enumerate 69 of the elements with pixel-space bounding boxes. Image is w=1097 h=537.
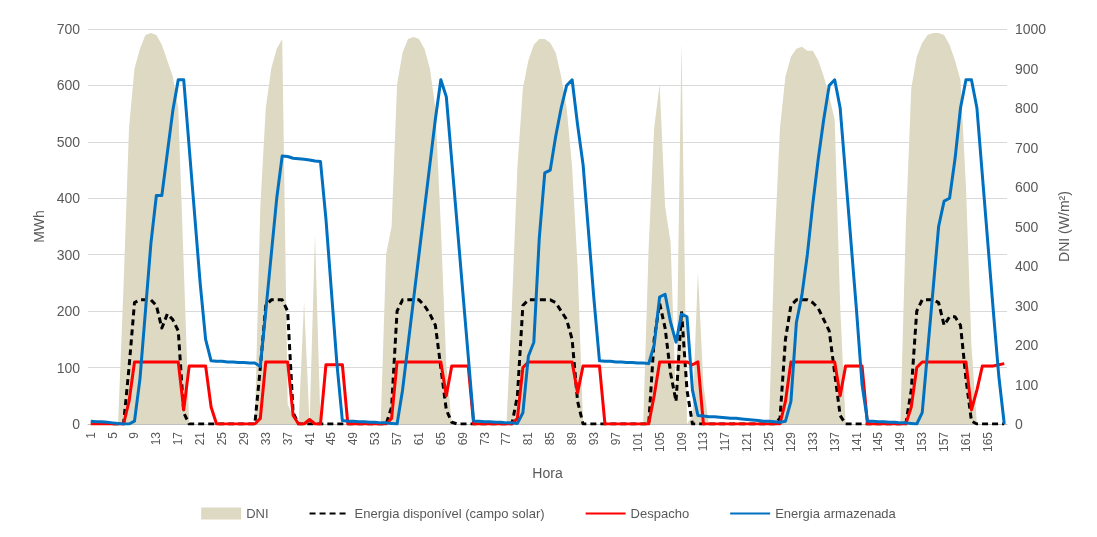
x-tick-label: 89 — [565, 431, 580, 446]
x-tick-label: 137 — [827, 431, 842, 453]
x-tick-label: 157 — [937, 431, 952, 453]
legend-label: Despacho — [630, 506, 690, 521]
y2-tick-label: 300 — [1015, 297, 1039, 314]
x-tick-label: 69 — [455, 431, 470, 446]
x-tick-label: 133 — [805, 431, 820, 453]
y2-tick-label: 700 — [1015, 139, 1039, 156]
x-tick-label: 45 — [324, 431, 339, 446]
legend-label: Energia armazenada — [775, 506, 897, 521]
x-axis-title: Hora — [532, 465, 563, 481]
x-tick-label: 65 — [433, 431, 448, 446]
y2-tick-label: 0 — [1015, 416, 1023, 432]
y-tick-label: 200 — [56, 303, 81, 320]
x-tick-label: 77 — [499, 431, 514, 446]
x-tick-label: 145 — [871, 431, 886, 453]
x-tick-label: 153 — [915, 431, 930, 453]
y-tick-label: 300 — [56, 246, 81, 263]
x-tick-label: 37 — [280, 431, 295, 446]
x-tick-label: 41 — [302, 431, 317, 446]
y2-tick-label: 800 — [1015, 100, 1039, 116]
x-tick-label: 33 — [258, 431, 273, 446]
x-tick-label: 101 — [630, 431, 645, 453]
y-tick-label: 500 — [56, 133, 81, 150]
legend-label: DNI — [246, 506, 269, 521]
x-tick-label: 17 — [171, 431, 186, 446]
x-tick-label: 161 — [958, 431, 973, 453]
x-tick-label: 73 — [477, 431, 492, 446]
x-tick-label: 61 — [411, 431, 426, 446]
y-tick-label: 400 — [56, 190, 81, 207]
y-axis-title: MWh — [30, 210, 47, 243]
x-tick-label: 85 — [543, 431, 558, 446]
x-tick-label: 21 — [193, 431, 208, 446]
y2-tick-label: 1000 — [1015, 21, 1047, 37]
x-tick-label: 53 — [368, 431, 383, 446]
y2-tick-label: 900 — [1015, 60, 1039, 77]
line-series — [89, 360, 1006, 426]
y-tick-label: 600 — [56, 77, 81, 94]
x-tick-label: 13 — [149, 431, 164, 446]
y2-tick-label: 600 — [1015, 179, 1039, 195]
y2-tick-label: 400 — [1015, 258, 1039, 274]
x-tick-label: 5 — [105, 431, 120, 439]
legend-label: Energia disponível (campo solar) — [354, 506, 545, 521]
x-tick-label: 25 — [215, 431, 230, 446]
x-tick-label: 165 — [980, 431, 995, 453]
x-tick-label: 113 — [696, 431, 711, 452]
x-tick-label: 57 — [390, 431, 405, 446]
y-tick-label: 700 — [56, 21, 81, 37]
y2-tick-label: 100 — [1015, 376, 1039, 393]
x-tick-label: 9 — [127, 431, 142, 439]
x-tick-label: 81 — [521, 431, 536, 446]
y-tick-label: 0 — [72, 416, 81, 432]
x-tick-label: 105 — [652, 431, 667, 453]
x-tick-label: 1 — [83, 431, 98, 439]
x-tick-label: 129 — [783, 431, 798, 453]
x-tick-label: 109 — [674, 431, 689, 453]
x-tick-label: 93 — [587, 431, 601, 446]
x-tick-label: 97 — [608, 431, 623, 446]
x-tick-label: 141 — [849, 431, 864, 453]
x-tick-label: 125 — [762, 431, 777, 453]
x-tick-label: 121 — [740, 431, 755, 453]
y-tick-label: 100 — [56, 359, 81, 376]
x-tick-label: 117 — [718, 431, 733, 452]
x-tick-label: 49 — [346, 431, 361, 446]
x-tick-label: 29 — [236, 431, 251, 446]
y2-tick-label: 200 — [1015, 337, 1039, 353]
y2-tick-label: 500 — [1015, 218, 1039, 235]
x-tick-label: 149 — [893, 431, 908, 453]
y2-axis-title: DNI (W/m²) — [1056, 191, 1073, 262]
